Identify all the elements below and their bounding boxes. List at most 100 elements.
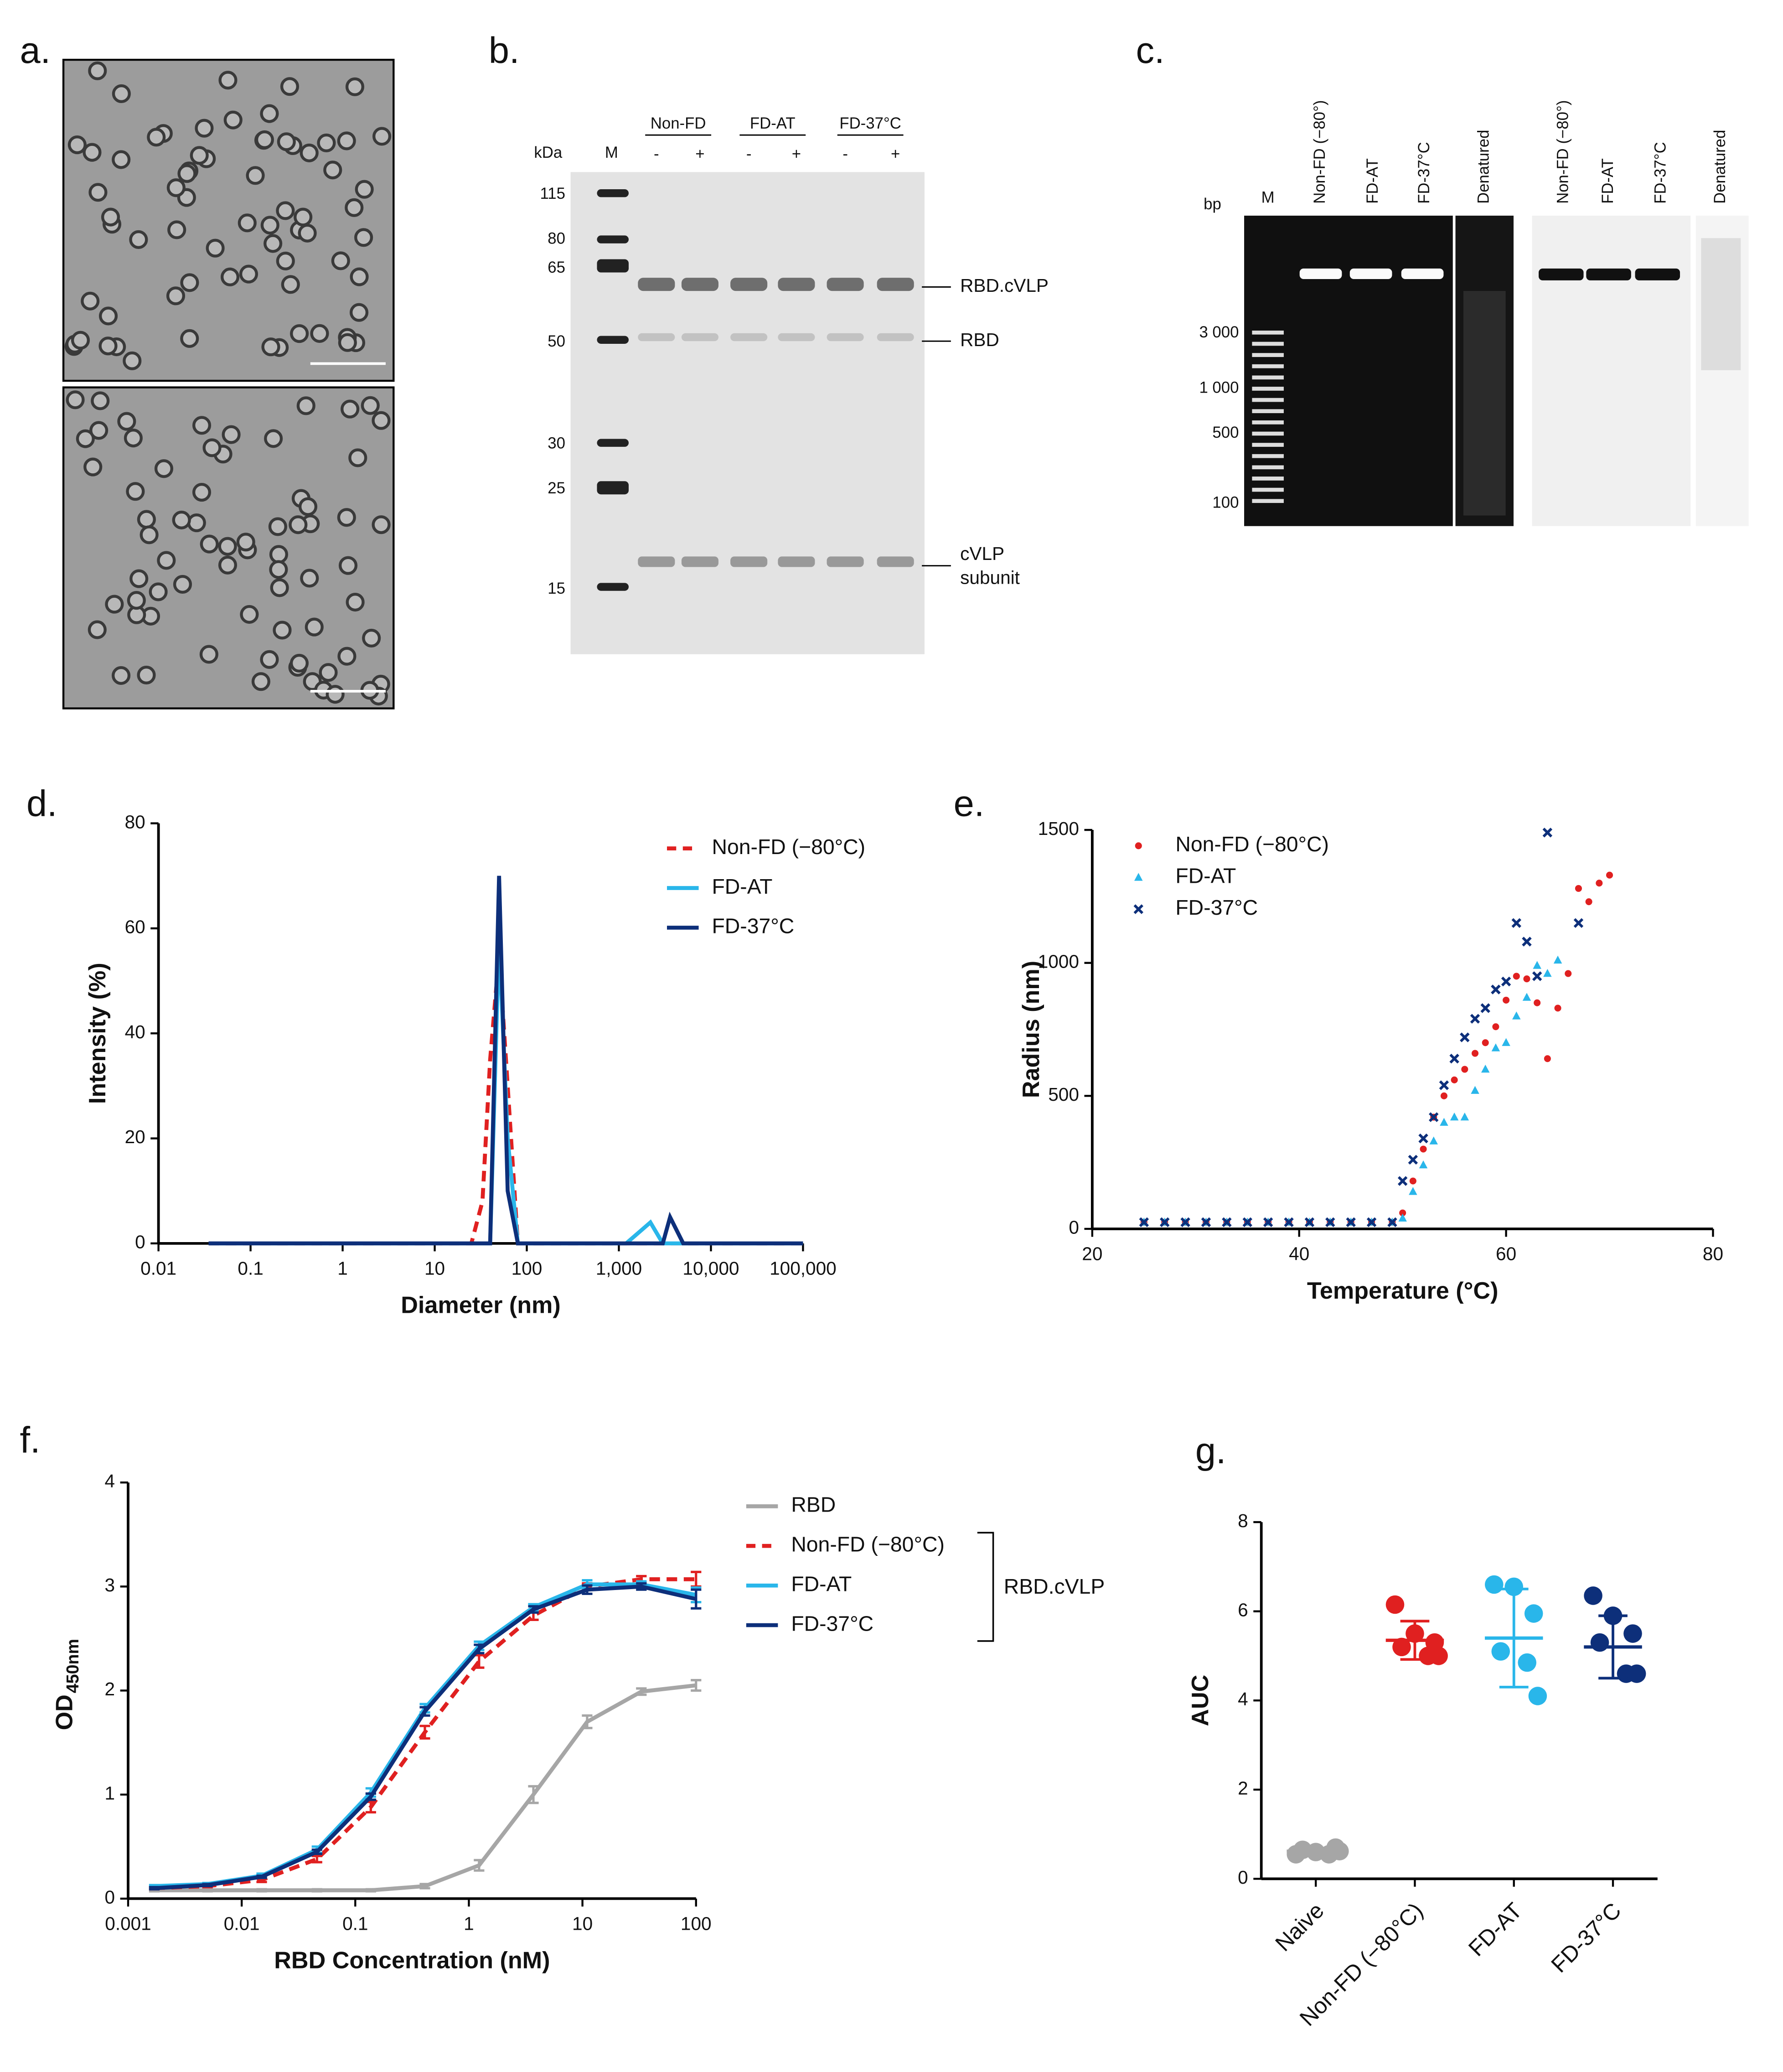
particle [331,251,350,270]
particle [123,351,142,370]
particle [129,569,149,588]
x-tick-label: 60 [1496,1243,1516,1264]
point [1398,1213,1407,1222]
point [1523,975,1530,983]
point [1139,1217,1149,1228]
sd-bar [1598,1614,1628,1680]
error-bar [419,1706,430,1717]
point [1440,1118,1448,1126]
error-bar [311,1854,322,1864]
particle [218,537,237,556]
ladder-band [597,235,629,243]
particle [349,303,369,322]
lane-group: FD-AT [750,115,796,132]
particle [260,216,279,235]
ladder-label: 25 [548,480,565,497]
band [638,556,675,567]
lane-label: Non-FD (−80°) [1554,100,1571,204]
particle [157,551,176,570]
point [1429,1647,1448,1665]
point [1428,1112,1439,1122]
ladder-label: 1 000 [1199,379,1239,397]
particle [126,482,145,501]
particle [140,525,159,544]
point [1460,1112,1469,1121]
band [730,333,768,342]
particle [361,396,380,415]
particle [372,411,391,430]
x-tick-label: 40 [1289,1243,1309,1264]
particle [317,133,336,152]
error-bar [582,1714,593,1730]
particle [195,119,214,138]
ladder-label: 80 [548,230,565,247]
point [1397,1176,1408,1186]
legend-label: Non-FD (−80°C) [1175,832,1329,856]
point [1534,999,1541,1006]
x-tick-label: Naive [1271,1898,1329,1956]
particle [240,605,259,624]
particle [187,513,206,533]
gel-image [570,172,925,654]
particle [264,234,283,253]
legend-label: RBD [791,1493,836,1517]
ladder-band [1252,454,1284,458]
point [1440,1092,1447,1099]
ladder-label: 500 [1212,424,1239,441]
particle [180,273,199,292]
error-bar [582,1584,593,1595]
x-tick-label: 20 [1082,1243,1102,1264]
particle [89,421,109,440]
particle [289,515,308,534]
band [827,278,864,291]
particle [149,582,168,601]
point [1575,885,1582,892]
particle [105,595,124,614]
particle [127,591,146,610]
x-tick-label: 0.1 [238,1258,263,1279]
error-bar [256,1888,267,1893]
y-tick-label: 1 [104,1782,115,1803]
particle [255,130,274,149]
point [1491,1642,1510,1661]
particle [147,128,166,147]
particle [300,143,319,162]
point [1522,937,1532,947]
particle [276,201,295,220]
ladder-band [1252,353,1284,357]
y-tick-label: 2 [1238,1777,1248,1798]
particle [129,230,148,249]
smear [1701,238,1741,370]
particle [372,515,391,534]
particle [269,545,288,564]
lane-label: FD-37°C [1416,142,1433,204]
x-axis-title: Diameter (nm) [401,1292,560,1319]
ladder-label: 3 000 [1199,324,1239,341]
particle [83,457,103,477]
panel-label: a. [20,30,51,71]
particle [251,672,270,691]
band [1539,268,1584,280]
lane-label: FD-AT [1599,158,1617,204]
particle [67,135,87,155]
particle [117,412,136,431]
y-axis-title: AUC [1187,1675,1214,1726]
particle [88,620,107,639]
particle [88,183,108,202]
error-bar [311,1888,322,1893]
ladder-band [1252,465,1284,470]
y-tick-label: 6 [1238,1599,1248,1620]
error-bar [474,1643,485,1654]
legend-label: FD-37°C [712,914,795,938]
particle [202,438,222,457]
error-bar [528,1785,539,1804]
error-bar [256,1874,267,1879]
gel-unit: kDa [534,144,562,161]
point [1409,1187,1417,1195]
point [1501,976,1511,987]
point [1596,880,1603,887]
point [1565,970,1572,977]
particle [88,61,107,80]
particle [362,628,381,648]
error-bar [365,1792,376,1801]
